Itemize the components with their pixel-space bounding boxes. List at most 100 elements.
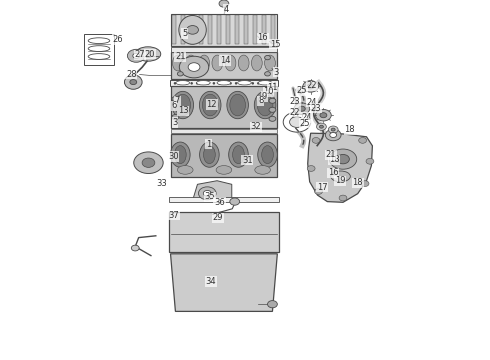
Ellipse shape — [262, 146, 273, 164]
Circle shape — [312, 138, 320, 143]
Bar — [169, 212, 279, 252]
Text: 25: 25 — [296, 86, 307, 95]
Circle shape — [130, 80, 137, 85]
Circle shape — [307, 84, 314, 89]
Circle shape — [330, 132, 337, 138]
Circle shape — [307, 166, 315, 171]
Circle shape — [142, 158, 155, 167]
Circle shape — [203, 190, 211, 196]
Text: 18: 18 — [344, 125, 355, 134]
Polygon shape — [171, 254, 277, 311]
Ellipse shape — [196, 81, 210, 85]
Ellipse shape — [199, 91, 221, 119]
Circle shape — [366, 158, 374, 164]
Circle shape — [265, 72, 270, 76]
Circle shape — [269, 107, 276, 112]
Text: 19: 19 — [335, 176, 345, 185]
Ellipse shape — [238, 81, 251, 85]
Text: 7: 7 — [175, 96, 180, 105]
Text: 30: 30 — [168, 152, 179, 161]
Circle shape — [143, 50, 153, 58]
Ellipse shape — [88, 46, 110, 51]
Circle shape — [219, 0, 229, 7]
Ellipse shape — [225, 55, 236, 71]
Text: 31: 31 — [242, 156, 253, 165]
Bar — [170, 80, 278, 86]
Ellipse shape — [88, 38, 110, 44]
Bar — [218, 15, 221, 44]
Text: 29: 29 — [213, 213, 223, 222]
Circle shape — [133, 53, 140, 58]
Ellipse shape — [238, 55, 249, 71]
Circle shape — [337, 154, 349, 164]
Bar — [263, 15, 267, 44]
Bar — [226, 15, 230, 44]
Ellipse shape — [229, 142, 248, 167]
Bar — [253, 15, 257, 44]
Text: 37: 37 — [169, 211, 179, 220]
Ellipse shape — [254, 91, 276, 119]
Bar — [171, 52, 277, 79]
Circle shape — [127, 49, 145, 62]
Ellipse shape — [325, 129, 341, 141]
Text: 21: 21 — [325, 150, 336, 159]
Text: 11: 11 — [267, 83, 278, 92]
Bar — [172, 15, 176, 44]
Ellipse shape — [227, 91, 248, 119]
Text: 14: 14 — [220, 56, 231, 65]
Circle shape — [303, 81, 318, 92]
Text: 34: 34 — [205, 277, 216, 286]
Circle shape — [328, 126, 338, 133]
Bar — [245, 15, 248, 44]
Circle shape — [172, 114, 179, 120]
Text: 21: 21 — [175, 53, 186, 62]
Text: 9: 9 — [262, 92, 267, 101]
Text: 24: 24 — [306, 98, 317, 107]
Circle shape — [268, 301, 277, 308]
Text: 28: 28 — [126, 70, 137, 79]
Text: 17: 17 — [317, 183, 328, 192]
Ellipse shape — [171, 142, 190, 167]
Bar — [271, 15, 275, 44]
Text: 26: 26 — [112, 35, 123, 44]
Text: 24: 24 — [301, 113, 312, 122]
Ellipse shape — [88, 54, 110, 59]
Text: 5: 5 — [182, 29, 187, 38]
Text: 8: 8 — [258, 96, 263, 105]
Ellipse shape — [124, 75, 142, 89]
Ellipse shape — [172, 91, 194, 119]
Ellipse shape — [202, 94, 218, 116]
Bar — [171, 134, 277, 177]
Text: 18: 18 — [329, 156, 340, 164]
Text: 35: 35 — [204, 192, 215, 202]
Ellipse shape — [174, 146, 186, 164]
Ellipse shape — [135, 47, 161, 61]
Circle shape — [331, 128, 335, 131]
Ellipse shape — [233, 146, 245, 164]
Bar — [191, 15, 195, 44]
Text: 23: 23 — [290, 97, 300, 106]
Circle shape — [361, 181, 369, 186]
Text: 6: 6 — [172, 102, 176, 111]
Text: 32: 32 — [250, 122, 261, 131]
Text: 12: 12 — [206, 100, 217, 109]
Bar — [208, 15, 212, 44]
Ellipse shape — [212, 55, 223, 71]
Ellipse shape — [331, 171, 350, 182]
Ellipse shape — [255, 166, 270, 174]
Circle shape — [339, 195, 347, 201]
Bar — [171, 47, 277, 52]
Text: 36: 36 — [214, 198, 225, 207]
Circle shape — [131, 245, 139, 251]
Bar — [169, 197, 279, 202]
Ellipse shape — [186, 55, 196, 71]
Ellipse shape — [172, 55, 183, 71]
Circle shape — [329, 149, 357, 169]
Circle shape — [290, 117, 304, 127]
Text: 10: 10 — [263, 87, 274, 96]
Text: 13: 13 — [178, 107, 189, 116]
Ellipse shape — [217, 81, 231, 85]
Bar — [181, 15, 185, 44]
Circle shape — [172, 96, 179, 102]
Bar — [171, 129, 277, 133]
